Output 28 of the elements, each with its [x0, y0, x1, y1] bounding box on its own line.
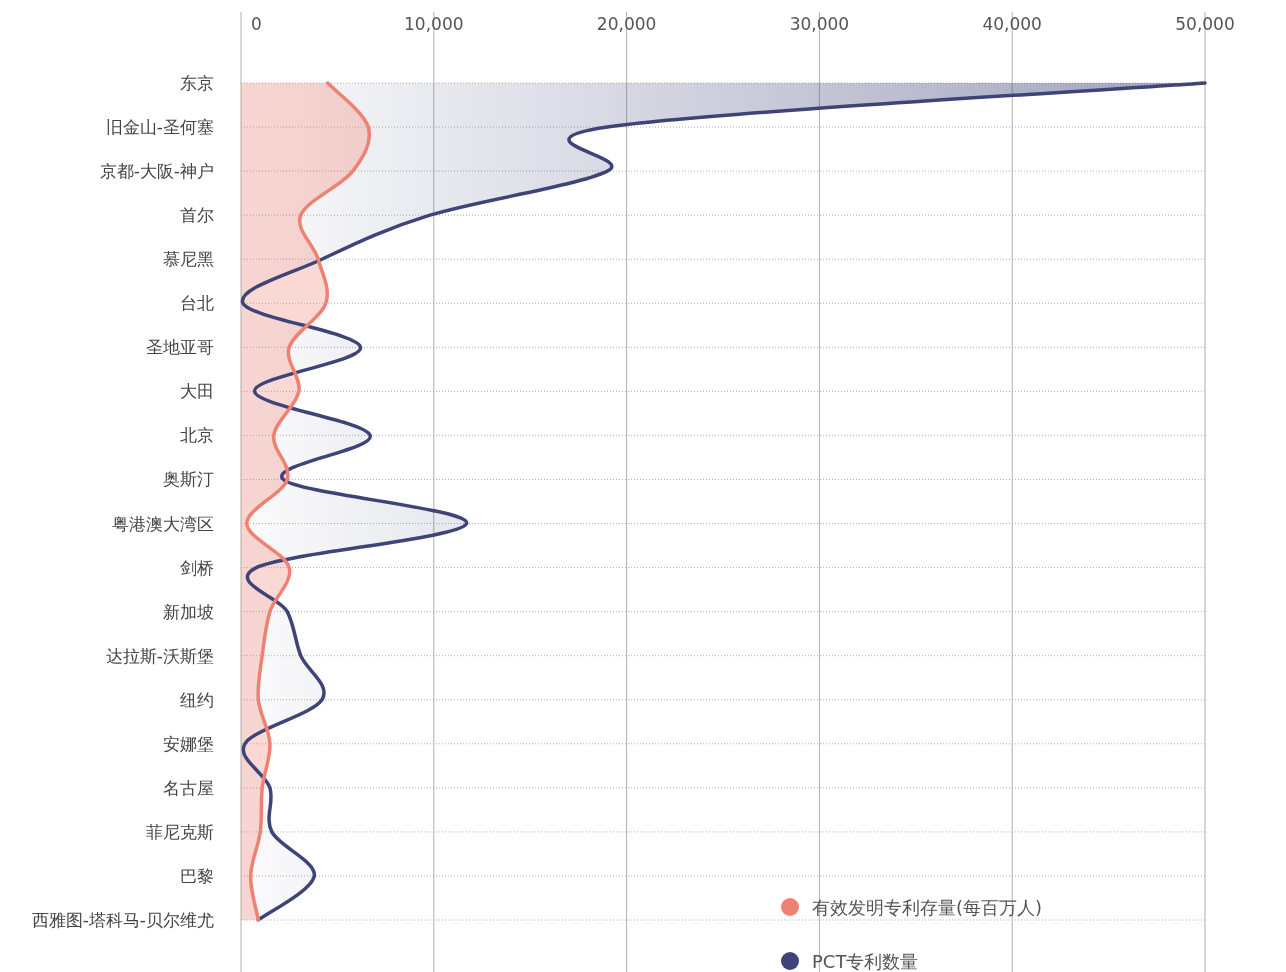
y-tick-label: 慕尼黑 — [163, 249, 214, 270]
x-tick-label: 20,000 — [596, 14, 657, 34]
y-tick-label: 北京 — [180, 425, 214, 446]
y-tick-label: 旧金山-圣何塞 — [105, 117, 214, 138]
x-tick-label: 50,000 — [1175, 14, 1235, 34]
y-tick-label: 台北 — [180, 293, 214, 314]
y-tick-label: 新加坡 — [163, 601, 214, 622]
y-tick-label: 名古屋 — [163, 777, 214, 798]
y-tick-label: 奥斯汀 — [163, 469, 214, 490]
y-tick-label: 粤港澳大湾区 — [112, 513, 214, 534]
legend-label: 有效发明专利存量(每百万人) — [812, 897, 1043, 918]
legend-label: PCT专利数量 — [812, 951, 919, 972]
y-tick-label: 菲尼克斯 — [146, 821, 214, 842]
x-tick-label: 30,000 — [789, 14, 850, 34]
y-tick-label: 剑桥 — [180, 557, 214, 578]
y-tick-label: 首尔 — [180, 205, 214, 226]
y-tick-label: 大田 — [180, 381, 214, 402]
y-tick-label: 纽约 — [180, 689, 214, 710]
y-tick-label: 京都-大阪-神户 — [99, 161, 214, 182]
y-tick-label: 东京 — [180, 73, 214, 93]
x-tick-label: 0 — [251, 14, 262, 34]
y-tick-label: 巴黎 — [180, 865, 214, 886]
y-tick-label: 圣地亚哥 — [146, 337, 214, 358]
y-tick-label: 达拉斯-沃斯堡 — [105, 645, 214, 666]
x-tick-label: 40,000 — [982, 14, 1042, 34]
y-tick-label: 西雅图-塔科马-贝尔维尤 — [31, 910, 214, 930]
y-tick-label: 安娜堡 — [163, 733, 214, 754]
x-tick-label: 10,000 — [404, 14, 464, 34]
